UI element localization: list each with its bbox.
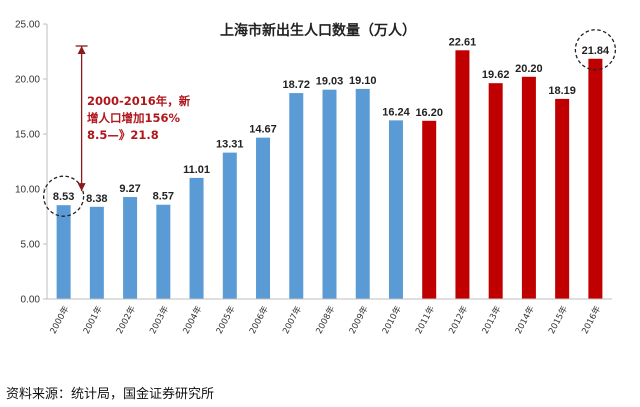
annotation-line-3: 8.5—》21.8 <box>87 128 159 142</box>
bar-2013年 <box>488 83 503 300</box>
data-label: 19.10 <box>349 75 377 87</box>
source-note: 资料来源：统计局，国金证券研究所 <box>6 386 214 402</box>
x-tick-label: 2007年 <box>280 304 304 336</box>
x-tick-label: 2010年 <box>380 304 404 336</box>
x-tick-label: 2005年 <box>214 304 238 336</box>
bar-2000年 <box>56 205 71 299</box>
y-tick-label: 20.00 <box>15 75 40 86</box>
bar-2008年 <box>322 89 337 299</box>
bar-2009年 <box>355 88 370 300</box>
x-tick-label: 2004年 <box>181 304 205 336</box>
x-tick-label: 2002年 <box>114 304 138 336</box>
bar-2004年 <box>189 177 204 299</box>
data-label: 18.19 <box>548 85 576 97</box>
bar-2006年 <box>256 137 271 299</box>
bars <box>56 50 603 300</box>
data-label: 8.53 <box>53 191 74 203</box>
data-label: 8.57 <box>153 191 174 203</box>
bar-2015年 <box>555 98 570 299</box>
data-label: 19.62 <box>482 69 510 81</box>
x-tick-label: 2011年 <box>413 304 437 336</box>
bar-2001年 <box>89 206 104 299</box>
y-tick-label: 15.00 <box>15 130 40 141</box>
bar-2003年 <box>156 204 171 299</box>
annotation: 2000-2016年，新 增人口增加156% 8.5—》21.8 <box>75 45 191 192</box>
x-tick-label: 2016年 <box>579 304 603 336</box>
data-label: 9.27 <box>119 183 140 195</box>
y-axis: 0.00 5.00 10.00 15.00 20.00 25.00 <box>15 20 48 306</box>
data-label: 16.24 <box>382 106 410 118</box>
x-tick-label: 2013年 <box>480 304 504 336</box>
data-label: 20.20 <box>515 63 543 75</box>
highlight-circle <box>42 175 85 217</box>
data-label: 21.84 <box>582 45 610 57</box>
x-tick-label: 2006年 <box>247 304 271 336</box>
data-label: 8.38 <box>86 193 107 205</box>
bar-2011年 <box>422 120 437 299</box>
bar-2014年 <box>521 76 536 299</box>
data-label: 11.01 <box>183 164 210 176</box>
annotation-line-1: 2000-2016年，新 <box>87 94 191 108</box>
x-tick-label: 2015年 <box>546 304 570 336</box>
x-tick-label: 2003年 <box>147 304 171 336</box>
x-tick-label: 2009年 <box>347 304 371 336</box>
bar-2010年 <box>388 120 403 299</box>
data-label: 18.72 <box>282 79 310 91</box>
data-label: 22.61 <box>449 36 477 48</box>
bar-2016年 <box>588 58 603 300</box>
x-axis: 2000年 2001年 2002年 2003年 2004年 2005年 2006年 2007年… <box>47 298 612 336</box>
highlight-circle <box>574 29 617 71</box>
bar-2012年 <box>455 50 470 299</box>
annotation-arrowhead-down <box>77 183 86 192</box>
bar-2005年 <box>222 152 237 299</box>
bar-2002年 <box>123 197 138 299</box>
data-label: 13.31 <box>216 139 244 151</box>
data-label: 19.03 <box>316 76 344 88</box>
chart-title: 上海市新出生人口数量（万人） <box>220 22 416 39</box>
data-label: 16.20 <box>415 107 443 119</box>
y-tick-label: 0.00 <box>21 295 41 306</box>
y-tick-label: 10.00 <box>15 185 40 196</box>
y-tick-label: 5.00 <box>21 240 41 251</box>
x-tick-label: 2008年 <box>314 304 338 336</box>
annotation-arrowhead-up <box>77 46 86 54</box>
data-labels: 8.53 8.38 9.27 8.57 11.01 13.31 14.67 18.72 19.0… <box>42 29 617 217</box>
annotation-line-2: 增人口增加156% <box>87 111 181 125</box>
data-label: 14.67 <box>249 124 277 136</box>
x-tick-label: 2014年 <box>513 304 537 336</box>
x-tick-label: 2000年 <box>48 304 72 336</box>
x-tick-label: 2012年 <box>446 304 470 336</box>
bar-2007年 <box>289 93 304 299</box>
x-tick-label: 2001年 <box>81 304 105 336</box>
y-tick-label: 25.00 <box>15 20 40 31</box>
